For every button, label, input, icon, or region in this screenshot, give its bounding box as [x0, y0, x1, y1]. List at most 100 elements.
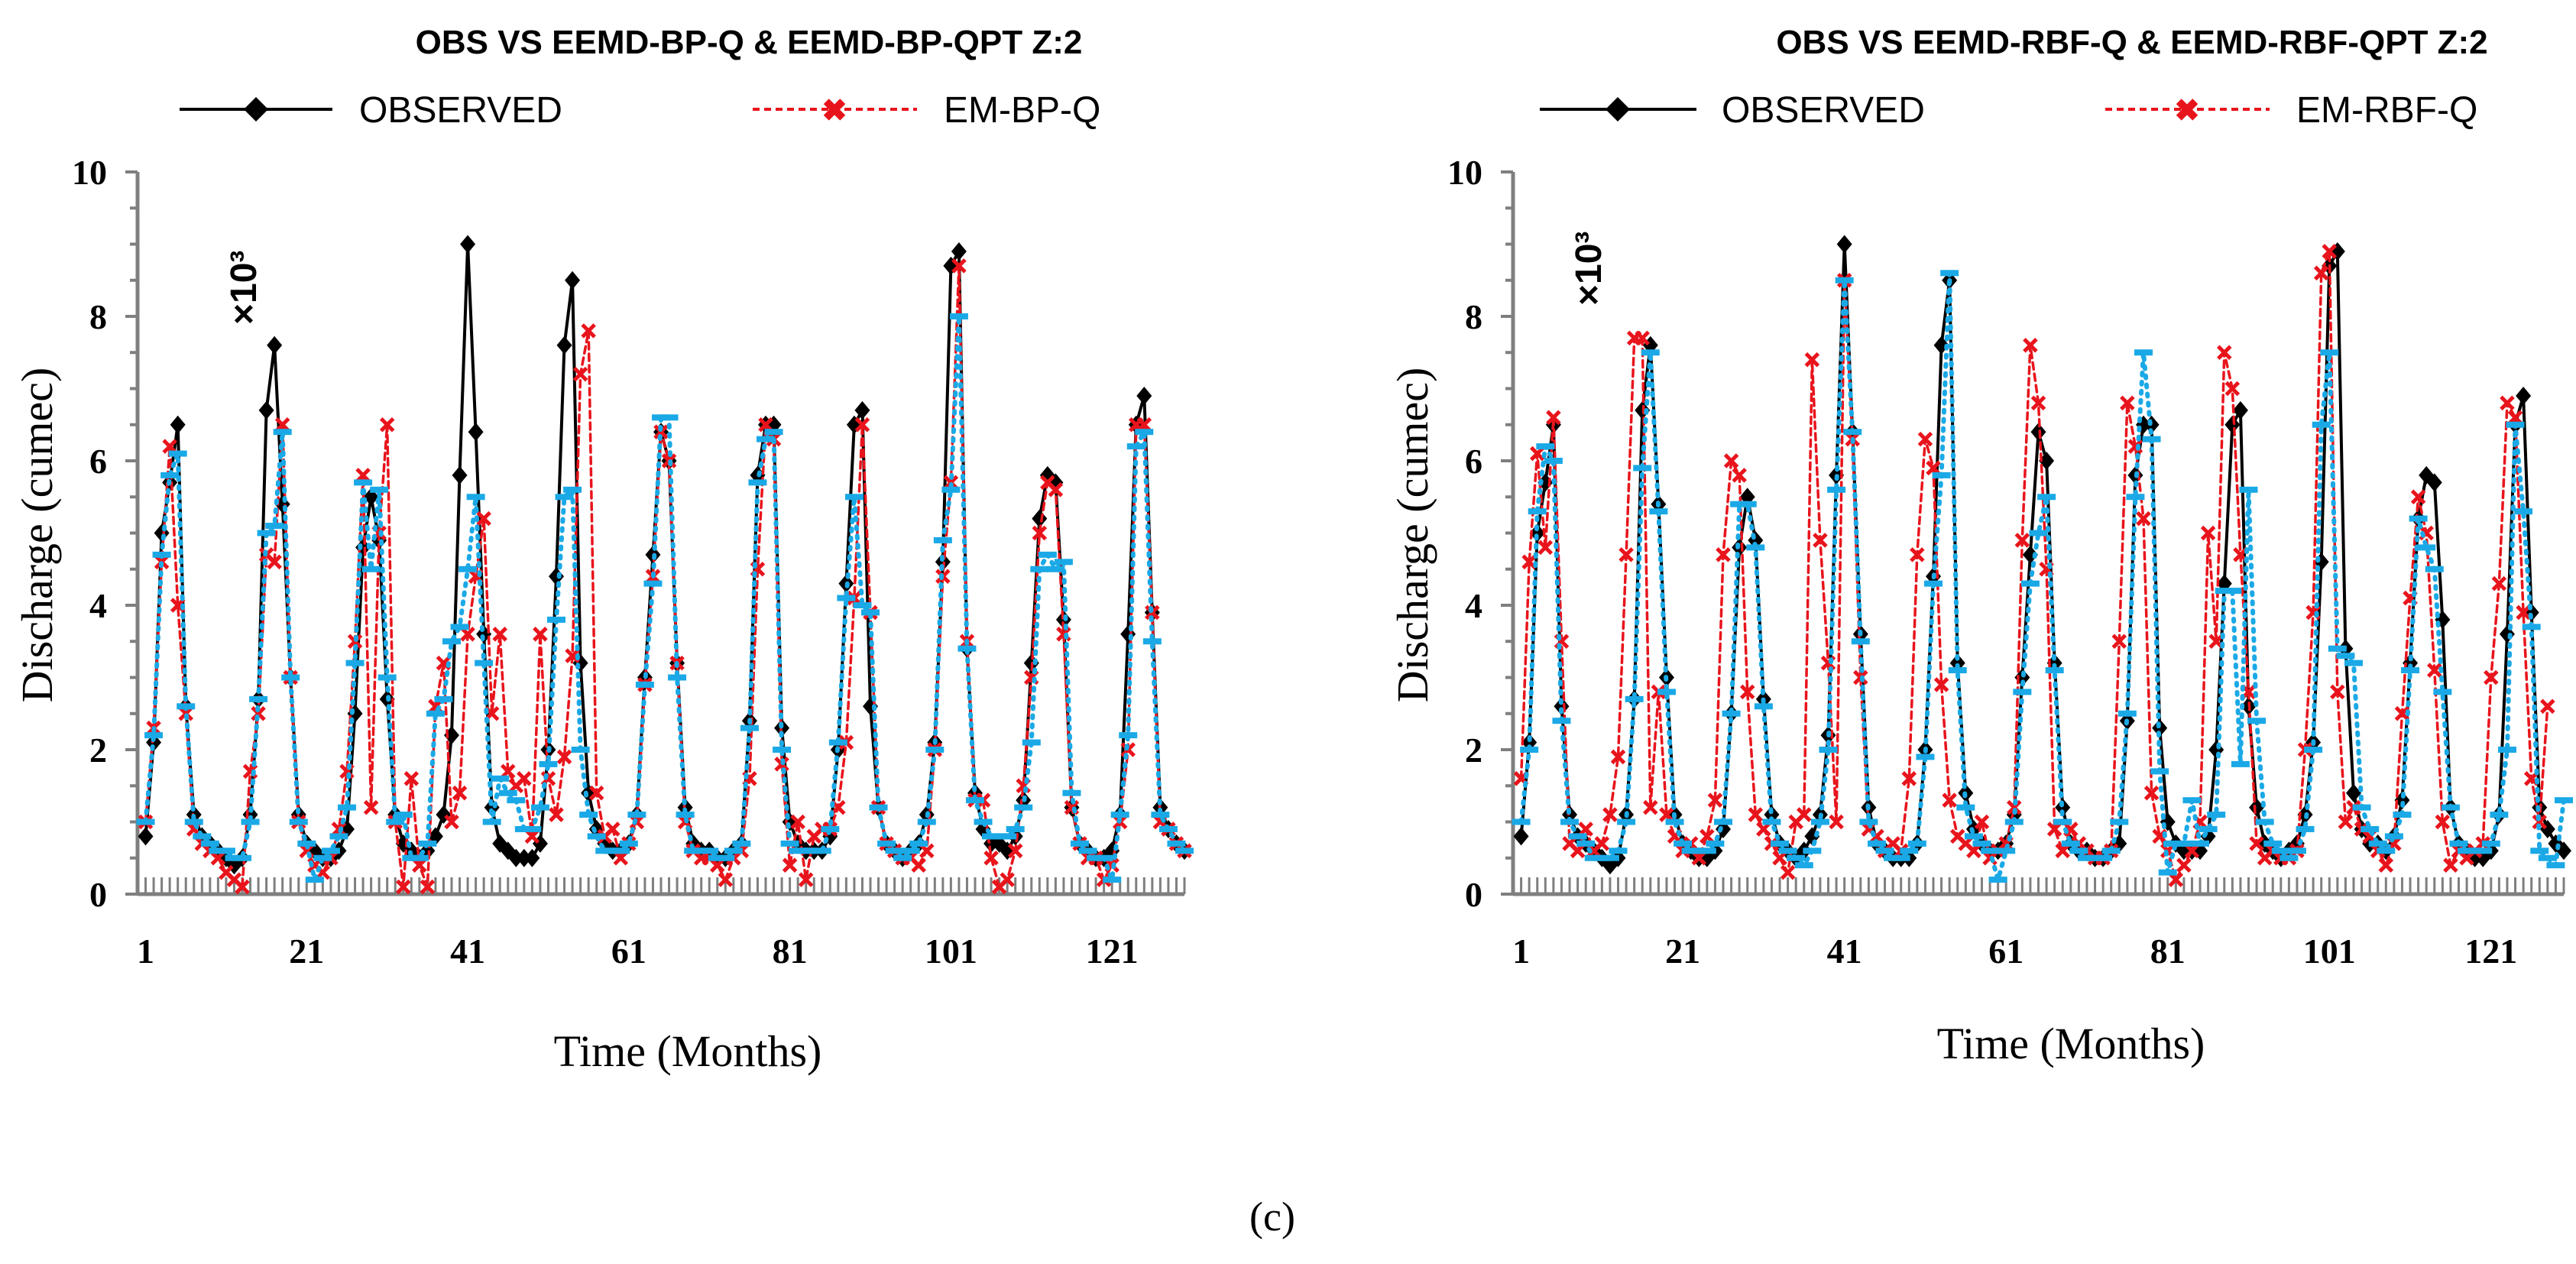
data-point [1891, 854, 1910, 861]
data-point [547, 616, 565, 623]
data-point [911, 857, 926, 873]
data-point [1576, 840, 1596, 847]
data-point [2232, 400, 2248, 420]
x-tick-label: 21 [289, 932, 324, 971]
y-tick-label: 4 [89, 586, 107, 625]
data-point [2110, 818, 2129, 825]
data-point [917, 818, 936, 825]
data-point [2522, 624, 2541, 630]
data-point [2143, 785, 2160, 801]
data-point [549, 807, 564, 822]
data-point [1707, 792, 1723, 808]
chart-title: OBS VS EEMD-RBF-Q & EEMD-RBF-QPT Z:2 [1776, 24, 2487, 61]
x-tick-labels: 1 21 41 61 81 101 121 [1512, 932, 2517, 971]
data-point [748, 479, 767, 486]
data-point [2168, 872, 2184, 887]
data-point [2427, 663, 2442, 678]
legend-label-observed: OBSERVED [1722, 90, 1925, 131]
data-point [1762, 818, 1781, 825]
data-point [420, 879, 436, 895]
data-point [893, 854, 912, 861]
data-point [2426, 473, 2442, 492]
data-point [909, 840, 928, 847]
data-point [764, 429, 783, 436]
data-point [2346, 783, 2361, 802]
data-point [1175, 848, 1194, 854]
data-point [1851, 638, 1870, 645]
data-point [740, 724, 759, 731]
data-point [418, 840, 437, 847]
data-point [2394, 705, 2410, 721]
data-point [2532, 814, 2548, 830]
data-point [1691, 850, 1707, 866]
data-point [1706, 840, 1725, 847]
data-point [1794, 862, 1813, 869]
data-point [716, 854, 735, 861]
data-point [854, 400, 870, 420]
y-tick-label: 0 [1465, 875, 1482, 914]
data-point [2069, 848, 2088, 854]
data-point [1014, 804, 1033, 811]
data-point [1723, 453, 1739, 468]
x-tick-label: 1 [137, 932, 154, 971]
data-point [998, 833, 1017, 840]
data-point [1570, 843, 1586, 859]
data-point [442, 638, 461, 645]
data-point [355, 468, 371, 483]
data-point [168, 450, 187, 457]
data-point [1988, 877, 2007, 883]
data-point [966, 797, 984, 804]
data-point [2004, 818, 2024, 825]
data-point [1916, 754, 1935, 760]
data-point [482, 818, 501, 825]
data-point [2497, 747, 2516, 753]
data-point [1997, 848, 2016, 854]
x-tick-labels: 1 21 41 61 81 101 121 [137, 932, 1139, 971]
legend-marker-model: ✖ [2174, 93, 2200, 128]
data-point [2433, 689, 2452, 695]
data-point [1700, 828, 1715, 844]
data-point [184, 818, 203, 825]
data-point [951, 241, 967, 261]
data-point [2231, 760, 2250, 767]
data-point [732, 840, 751, 847]
data-point [267, 554, 282, 570]
data-point [1054, 559, 1073, 566]
data-point [1756, 822, 1771, 837]
data-point [1151, 812, 1170, 818]
data-point [2441, 804, 2460, 811]
data-point [2053, 818, 2072, 825]
data-point [1910, 547, 1925, 562]
data-point [943, 256, 959, 275]
data-point [289, 818, 308, 825]
data-point [136, 818, 155, 825]
legend-label-observed: OBSERVED [359, 90, 562, 131]
data-point [2491, 575, 2507, 591]
data-point [2490, 812, 2509, 818]
series-observed [138, 235, 1192, 875]
data-point [2336, 653, 2355, 660]
data-point [2199, 825, 2218, 832]
data-point [1007, 843, 1023, 859]
data-point [885, 848, 904, 854]
data-point [1103, 877, 1122, 883]
series-em-rbf-qpt [1512, 270, 2573, 883]
data-point [491, 775, 510, 782]
data-point [983, 850, 999, 866]
data-point [555, 494, 574, 501]
y-tick-labels: 0 2 4 6 8 10 [1447, 153, 1482, 914]
data-point [2191, 840, 2210, 847]
x-tick-label: 61 [611, 932, 646, 971]
data-point [1094, 854, 1113, 861]
data-point [974, 818, 993, 825]
data-point [2484, 669, 2499, 685]
data-point [1578, 822, 1593, 837]
data-point [1966, 843, 1981, 859]
data-point [517, 771, 532, 786]
data-point [2516, 604, 2531, 621]
chart-title: OBS VS EEMD-BP-Q & EEMD-BP-QPT Z:2 [416, 24, 1083, 61]
data-point [724, 848, 743, 854]
data-point [2029, 530, 2048, 536]
y-tick-label: 6 [1465, 442, 1482, 481]
